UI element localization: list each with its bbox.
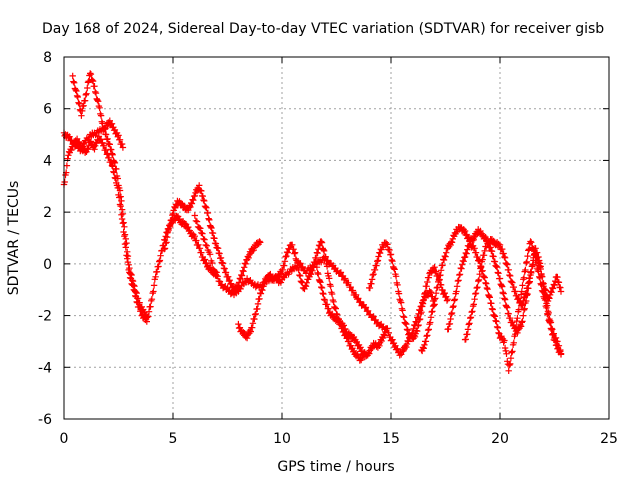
series-track <box>461 236 565 343</box>
y-tick-label: -4 <box>38 360 52 376</box>
data-point-cross <box>60 133 220 325</box>
series-track <box>60 133 220 325</box>
grid-lines <box>64 57 609 419</box>
x-tick-label: 5 <box>169 431 178 447</box>
y-axis-label: SDTVAR / TECUs <box>6 181 22 296</box>
x-tick-label: 15 <box>382 431 400 447</box>
data-point-cross <box>461 236 565 343</box>
series-track <box>191 212 388 333</box>
x-tick-label: 25 <box>600 431 618 447</box>
x-tick-label: 10 <box>273 431 291 447</box>
x-tick-label: 0 <box>60 431 69 447</box>
y-tick-label: 8 <box>43 50 52 66</box>
y-tick-label: 4 <box>43 153 52 169</box>
plot-frame <box>63 56 610 420</box>
y-tick-label: 6 <box>43 102 52 118</box>
data-marks <box>60 70 565 374</box>
data-point-cross <box>69 70 150 321</box>
series-track <box>161 182 264 293</box>
axis-ticks: 0 5 10 15 20 25 -6 -4 -2 0 2 4 6 8 <box>38 50 618 447</box>
x-tick-label: 20 <box>491 431 509 447</box>
data-point-cross <box>161 182 264 293</box>
series-track <box>69 70 150 321</box>
data-point-cross <box>235 238 368 364</box>
y-tick-label: -6 <box>38 412 52 428</box>
y-tick-label: 2 <box>43 205 52 221</box>
y-tick-label: -2 <box>38 309 52 325</box>
data-point-cross <box>191 212 388 333</box>
x-axis-label: GPS time / hours <box>277 459 394 475</box>
chart-title: Day 168 of 2024, Sidereal Day-to-day VTE… <box>42 21 604 37</box>
y-tick-label: 0 <box>43 257 52 273</box>
series-track <box>235 238 368 364</box>
